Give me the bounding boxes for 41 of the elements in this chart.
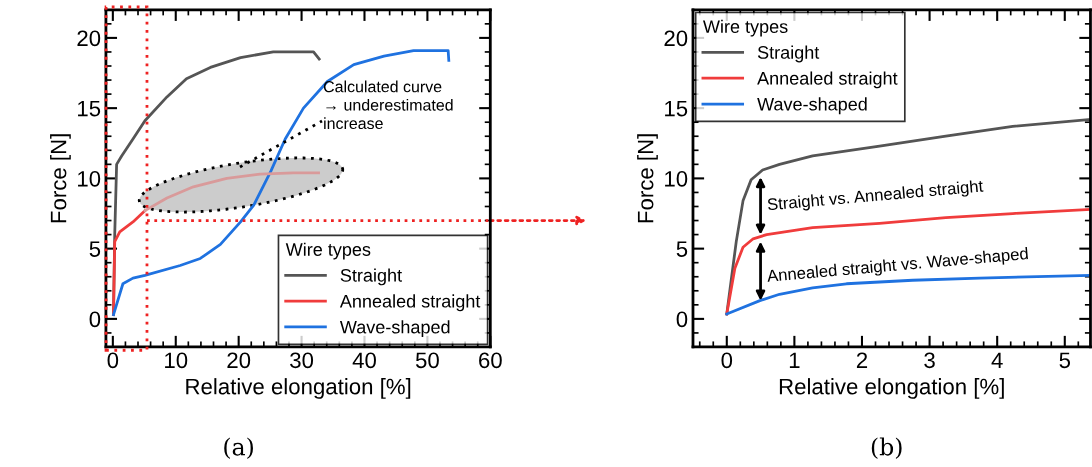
y-tick-label: 0: [89, 311, 101, 328]
y-tick-label: 5: [676, 241, 688, 257]
x-tick-label: 30: [290, 352, 314, 369]
y-tick-label: 15: [78, 100, 101, 117]
x-tick-label: 0: [721, 352, 733, 369]
annotation: Annealed straight vs. Wave-shaped: [766, 246, 1029, 286]
annotation: Calculated curve → underestimated increase: [323, 80, 453, 130]
text: (b): [871, 437, 902, 459]
x-tick-label: 20: [227, 352, 251, 369]
x-tick-label: 40: [352, 352, 376, 369]
legend-label: Annealed straight: [757, 71, 898, 89]
x-tick-label: 50: [415, 352, 439, 369]
y-tick-label: 20: [664, 30, 688, 47]
text: (a): [224, 437, 253, 459]
legend-label: Straight: [757, 45, 820, 63]
x-tick-label: 0: [107, 352, 119, 369]
legend-title: Wire types: [285, 242, 371, 260]
x-tick-label: 2: [856, 352, 868, 368]
x-tick-label: 60: [479, 352, 502, 369]
legend-label: Wave-shaped: [339, 320, 450, 338]
x-tick-label: 3: [924, 352, 935, 369]
annotation: Straight vs. Annealed straight: [767, 179, 984, 214]
y-tick-label: 20: [77, 30, 101, 47]
legend-label: Straight: [340, 268, 402, 286]
x-axis-title: Relative elongation [%]: [186, 378, 411, 399]
x-tick-label: 10: [165, 352, 188, 369]
y-tick-label: 15: [665, 100, 688, 117]
y-tick-label: 0: [676, 311, 688, 328]
x-tick-label: 5: [1059, 352, 1071, 369]
x-tick-label: 4: [991, 352, 1003, 368]
legend-title: Wire types: [702, 19, 788, 37]
legend-label: Wave-shaped: [757, 97, 867, 115]
y-tick-label: 5: [89, 241, 101, 257]
x-axis-title: Relative elongation [%]: [779, 378, 1004, 399]
y-tick-label: 10: [78, 170, 101, 187]
x-tick-label: 1: [789, 352, 800, 368]
line-series: [143, 171, 320, 213]
legend-label: Annealed straight: [339, 294, 481, 312]
y-tick-label: 10: [665, 170, 688, 187]
y-axis-title: Force [N]: [637, 134, 658, 223]
y-axis-title: Force [N]: [50, 134, 71, 223]
